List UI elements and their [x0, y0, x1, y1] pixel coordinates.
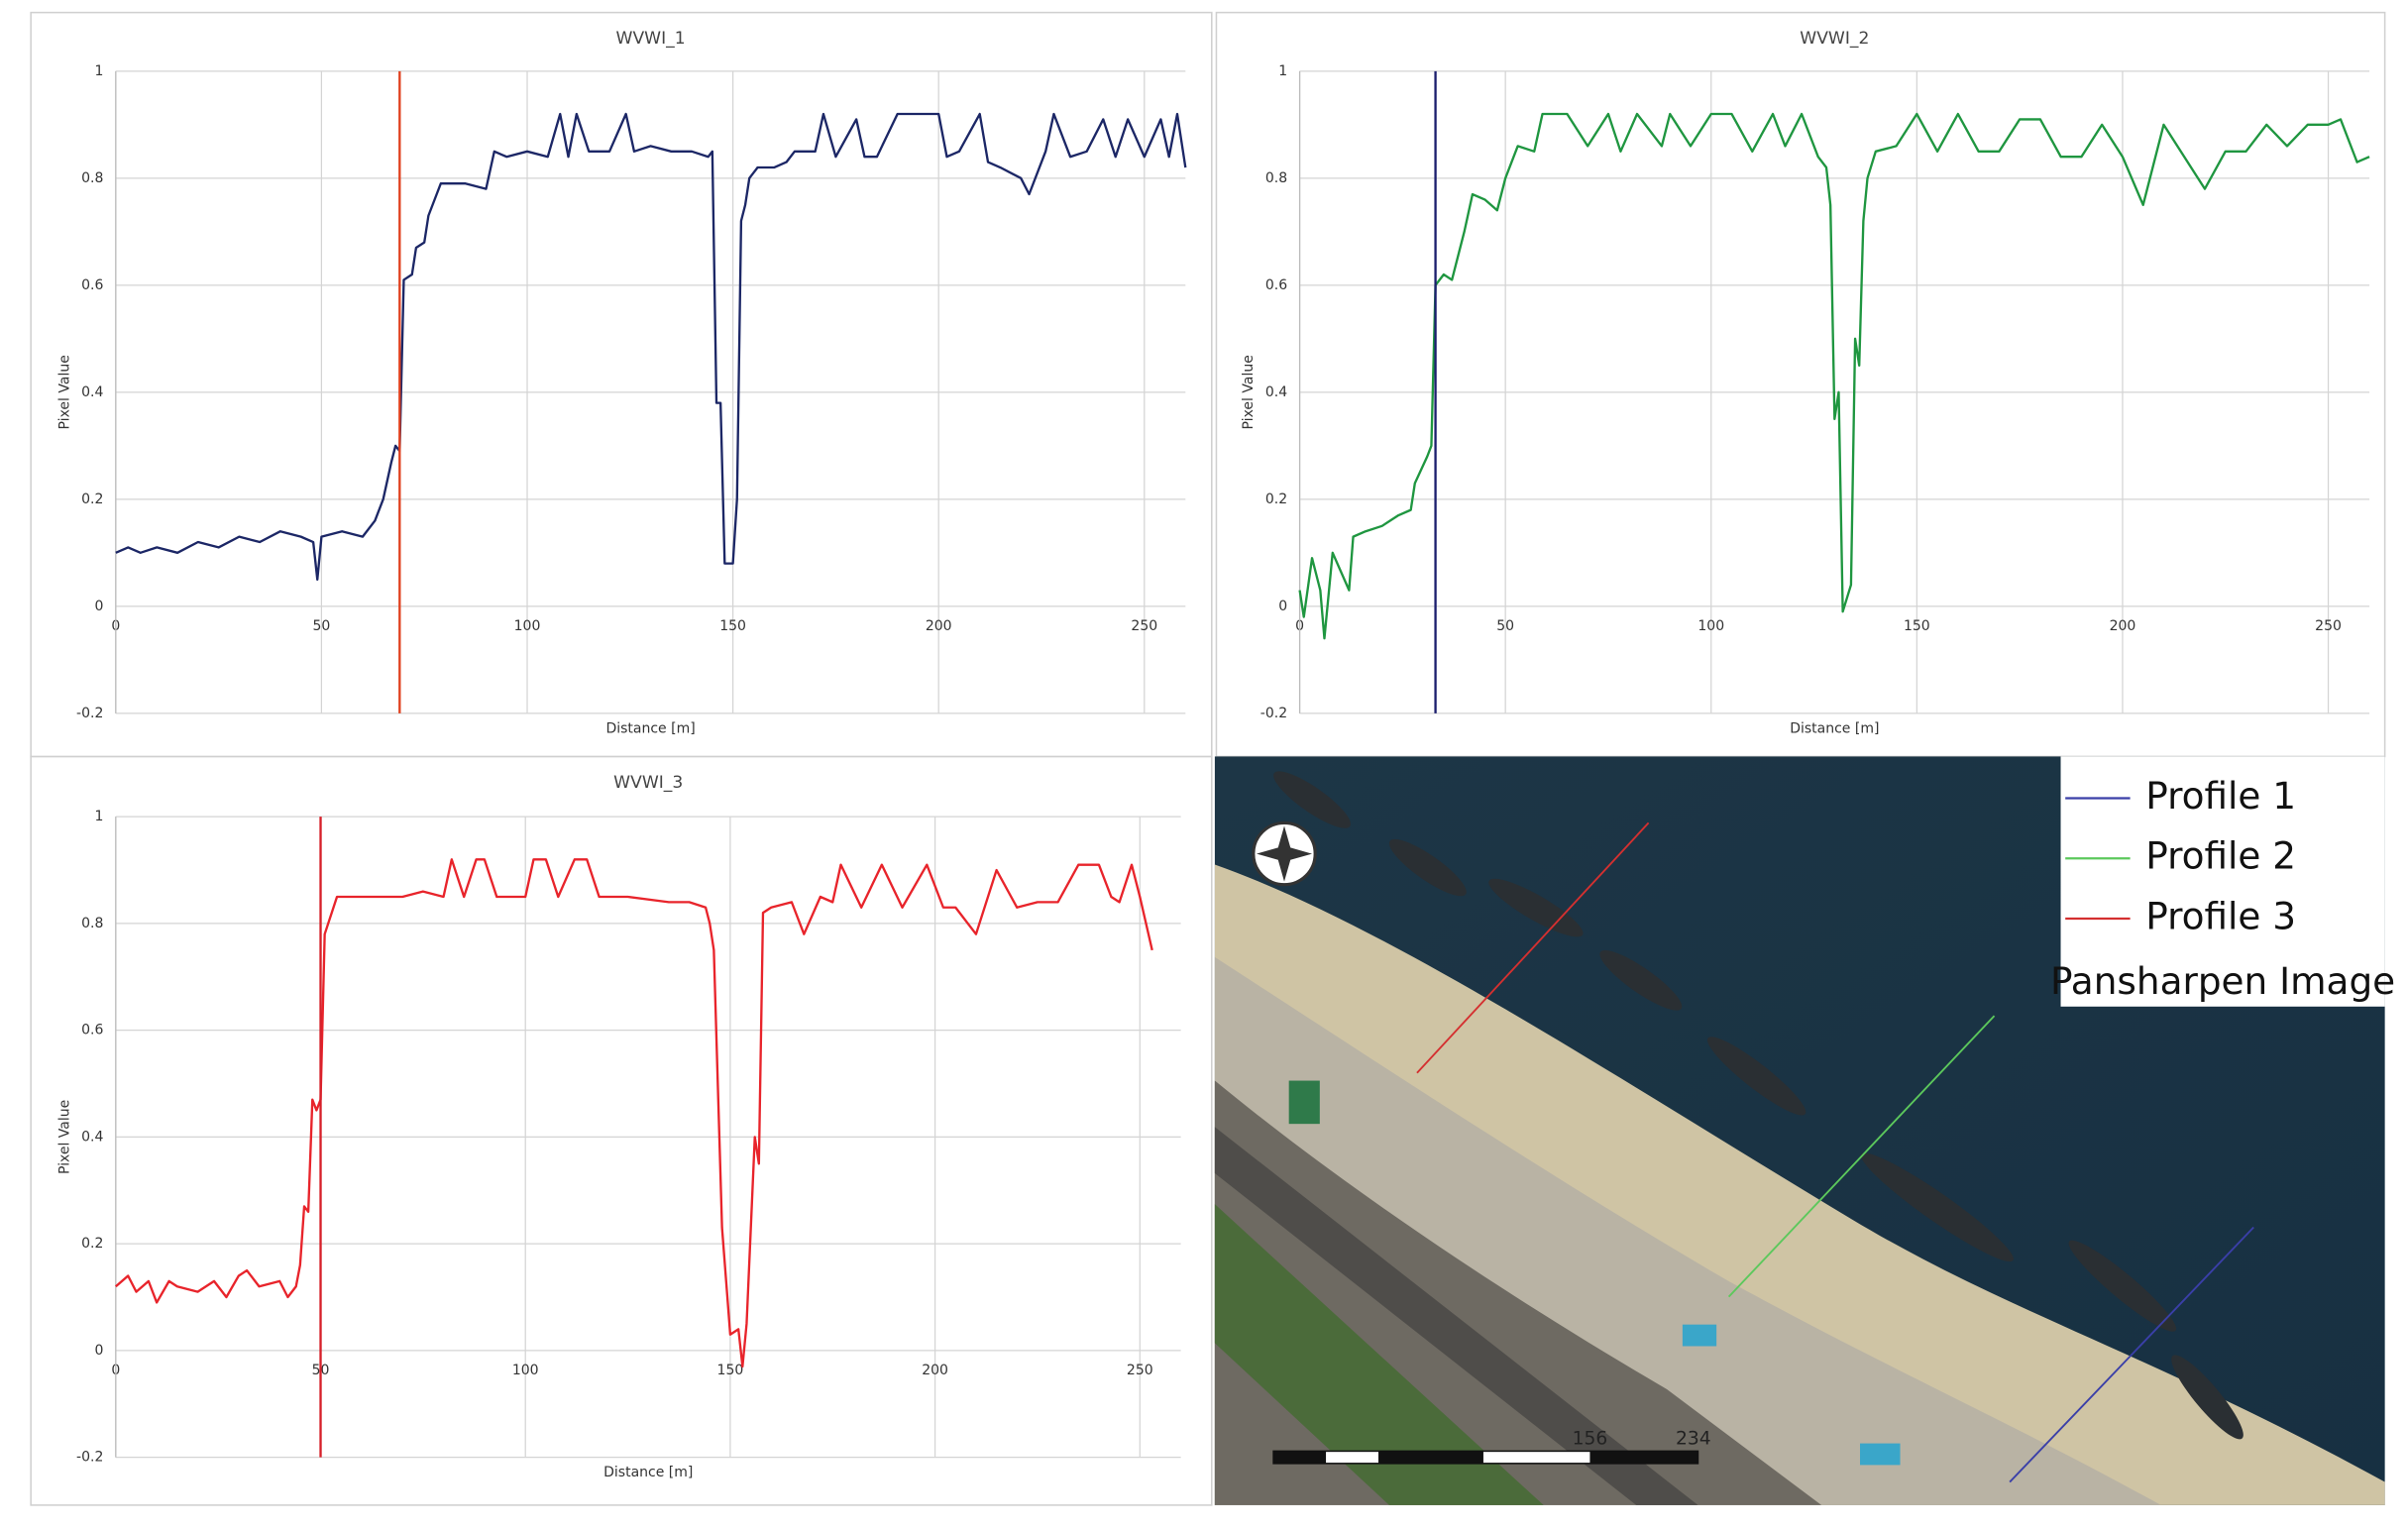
map: 156 234 Profile 1 Profile 2 Profile 3 Pansh…	[1214, 756, 2395, 1505]
field	[1288, 1080, 1320, 1125]
y-tick-label: 0.6	[81, 1023, 103, 1038]
x-axis-label: Distance [m]	[605, 720, 695, 736]
y-tick-label: 1	[94, 63, 103, 79]
y-tick-label: 0.8	[81, 916, 103, 931]
breakwater	[1488, 878, 1584, 937]
scale-bar: 156 234	[1272, 1428, 1711, 1465]
x-tick-label: 200	[926, 618, 952, 634]
y-tick-label: 0.6	[81, 277, 103, 293]
y-tick-label: -0.2	[76, 1450, 103, 1466]
y-axis-label: Pixel Value	[1241, 355, 1257, 429]
y-tick-label: 0.4	[81, 384, 103, 400]
x-tick-label: 150	[1904, 618, 1930, 634]
scale-bar-segment	[1589, 1451, 1698, 1464]
chart-title: WVWI_2	[1800, 29, 1869, 49]
y-tick-label: -0.2	[1260, 706, 1287, 721]
chart: -0.200.20.40.60.81050100150200250WVWI_2D…	[1215, 11, 2386, 758]
profile-line	[1416, 821, 1650, 1074]
scale-bar-segment	[1273, 1451, 1327, 1464]
x-tick-label: 100	[514, 618, 541, 634]
chart: -0.200.20.40.60.81050100150200250WVWI_1D…	[30, 11, 1213, 758]
y-tick-label: 0.8	[81, 170, 103, 186]
y-tick-label: 1	[94, 809, 103, 824]
x-tick-label: 50	[313, 618, 331, 634]
y-axis-label: Pixel Value	[56, 1100, 72, 1174]
x-tick-label: 150	[717, 1363, 744, 1378]
x-tick-label: 100	[1697, 618, 1724, 634]
y-tick-label: 0	[94, 599, 103, 614]
breakwater	[1388, 838, 1467, 897]
data-line	[115, 112, 1187, 581]
legend-label: Profile 3	[2145, 894, 2296, 937]
x-axis-label: Distance [m]	[1790, 720, 1879, 736]
x-tick-label: 100	[512, 1363, 539, 1378]
profile-line	[2009, 1226, 2254, 1483]
pool	[1860, 1443, 1901, 1466]
x-tick-label: 150	[719, 618, 746, 634]
compass	[1252, 820, 1317, 887]
chart-title: WVWI_1	[616, 29, 686, 49]
breakwater	[1706, 1037, 1806, 1116]
y-tick-label: 0	[1278, 599, 1287, 614]
y-tick-label: -0.2	[76, 706, 103, 721]
y-tick-label: 0.2	[81, 492, 103, 507]
y-tick-label: 0.4	[81, 1129, 103, 1145]
y-tick-label: 1	[1278, 63, 1287, 79]
pool	[1682, 1324, 1717, 1347]
chart: -0.200.20.40.60.81050100150200250WVWI_3D…	[30, 755, 1213, 1506]
x-tick-label: 200	[2110, 618, 2136, 634]
data-line	[115, 858, 1153, 1368]
x-tick-label: 200	[922, 1363, 948, 1378]
breakwater	[1273, 771, 1351, 828]
y-axis-label: Pixel Value	[56, 355, 72, 429]
breakwaters	[1273, 771, 2244, 1440]
map-title: Pansharpen Image	[2050, 959, 2395, 1003]
x-tick-label: 50	[1496, 618, 1514, 634]
panel	[30, 755, 1213, 1506]
chart-title: WVWI_3	[613, 773, 683, 793]
x-axis-label: Distance [m]	[603, 1465, 693, 1480]
scale-bar-segment	[1378, 1451, 1483, 1464]
legend-label: Profile 1	[2145, 774, 2296, 818]
legend-label: Profile 2	[2145, 834, 2296, 878]
breakwater	[2068, 1240, 2177, 1332]
panel	[1215, 11, 2386, 758]
x-tick-label: 250	[1127, 1363, 1153, 1378]
breakwater	[1599, 949, 1683, 1011]
panel	[30, 11, 1213, 758]
breakwater	[2171, 1355, 2244, 1440]
compass-star	[1256, 825, 1313, 882]
profile-line	[1727, 1015, 1996, 1298]
y-tick-label: 0.8	[1265, 170, 1287, 186]
railway	[1214, 1127, 1698, 1505]
x-tick-label: 250	[2315, 618, 2342, 634]
vegetation	[1214, 1204, 1544, 1505]
scale-label: 234	[1676, 1428, 1711, 1449]
y-tick-label: 0.6	[1265, 277, 1287, 293]
x-tick-label: 250	[1131, 618, 1157, 634]
y-tick-label: 0.2	[1265, 492, 1287, 507]
y-tick-label: 0.4	[1265, 384, 1287, 400]
data-line	[1298, 112, 2370, 640]
scale-label: 156	[1573, 1428, 1608, 1449]
breakwater	[1860, 1152, 2014, 1262]
y-tick-label: 0.2	[81, 1236, 103, 1252]
y-tick-label: 0	[94, 1343, 103, 1359]
